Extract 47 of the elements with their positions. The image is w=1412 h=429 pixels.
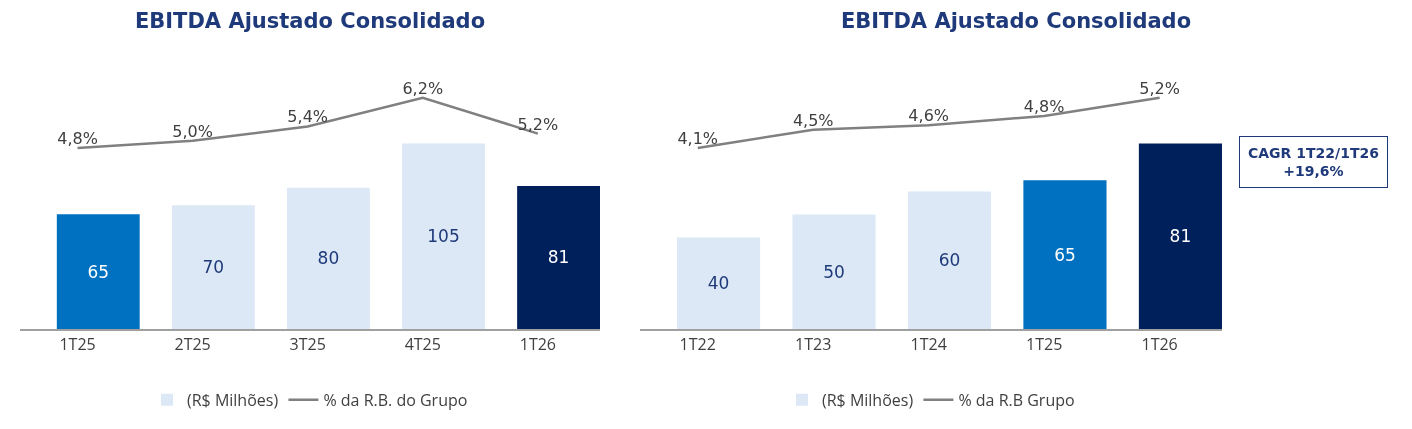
legend-label: % da R.B. do Grupo xyxy=(323,388,468,411)
legend-label: % da R.B Grupo xyxy=(958,388,1075,411)
bar xyxy=(907,191,992,329)
data-label: 4,6% xyxy=(908,106,950,126)
bar xyxy=(1138,143,1222,329)
chart-title: EBITDA Ajustado Consolidado xyxy=(840,8,1192,33)
text: CAGR 1T22/1T26 +19,6% xyxy=(1248,145,1379,180)
data-label: 40 xyxy=(707,273,730,294)
bar xyxy=(1023,180,1107,329)
x-tick-label: 3T25 xyxy=(289,332,326,355)
data-label: 4,5% xyxy=(792,110,834,130)
legend-label: (R$ Milhões) xyxy=(822,388,914,411)
data-label: 5,2% xyxy=(517,114,559,134)
legend-label: (R$ Milhões) xyxy=(187,388,279,411)
x-tick-label: 2T25 xyxy=(174,332,211,355)
bar xyxy=(402,143,485,329)
data-label: 60 xyxy=(938,250,961,271)
x-tick-label: 4T25 xyxy=(404,332,441,355)
bar xyxy=(676,237,761,329)
chart-title: EBITDA Ajustado Consolidado xyxy=(134,8,486,33)
x-tick-label: 1T23 xyxy=(795,332,832,355)
data-label: 70 xyxy=(202,257,225,278)
bar xyxy=(56,214,140,329)
x-tick-label: 1T25 xyxy=(1026,332,1063,355)
bar xyxy=(517,185,600,329)
data-label: 5,0% xyxy=(172,121,213,141)
data-label: 105 xyxy=(427,226,460,247)
x-tick-label: 1T26 xyxy=(1141,332,1178,355)
data-label: 50 xyxy=(823,261,845,282)
x-tick-label: 1T24 xyxy=(910,332,947,355)
data-label: 80 xyxy=(317,248,340,269)
x-tick-label: 1T26 xyxy=(519,332,556,355)
data-label: 5,2% xyxy=(1139,78,1180,98)
bar xyxy=(792,214,876,329)
data-label: 81 xyxy=(1169,226,1192,247)
data-label: 65 xyxy=(87,261,110,282)
data-label: 6,2% xyxy=(402,78,444,98)
data-label: 4,1% xyxy=(677,128,719,148)
bar xyxy=(171,205,255,329)
x-tick-label: 1T25 xyxy=(59,332,96,355)
data-label: 4,8% xyxy=(1023,96,1065,116)
data-label: 5,4% xyxy=(287,107,329,127)
x-tick-label: 1T22 xyxy=(679,332,716,355)
data-label: 81 xyxy=(547,247,570,268)
data-label: 65 xyxy=(1054,244,1076,265)
bar xyxy=(286,187,370,329)
data-label: 4,8% xyxy=(57,128,98,148)
